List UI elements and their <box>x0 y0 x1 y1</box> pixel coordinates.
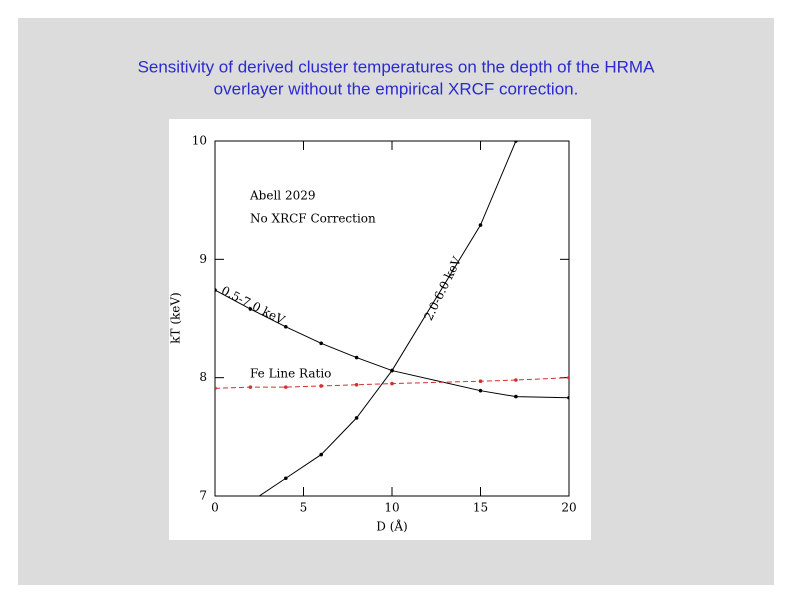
data-point <box>215 386 217 391</box>
x-tick-label: 0 <box>211 501 219 515</box>
x-tick-label: 15 <box>473 501 488 515</box>
data-point <box>514 394 518 399</box>
plot-panel <box>169 119 591 540</box>
data-point <box>567 395 569 400</box>
data-point <box>390 381 394 386</box>
data-point <box>514 378 518 382</box>
series-label: Fe Line Ratio <box>250 367 331 381</box>
data-point <box>390 368 394 373</box>
data-point <box>354 416 359 420</box>
annotation: Abell 2029 <box>249 189 315 203</box>
y-tick-label: 10 <box>192 134 207 148</box>
data-point <box>284 324 288 329</box>
data-point <box>215 288 217 292</box>
data-point <box>478 388 483 393</box>
chart-title: Sensitivity of derived cluster temperatu… <box>138 57 656 76</box>
data-point <box>354 382 359 387</box>
data-point <box>354 355 359 360</box>
y-axis-label: kT (keV) <box>169 292 183 344</box>
data-point <box>478 379 483 384</box>
data-point <box>478 223 483 227</box>
data-point <box>514 141 518 143</box>
series-line <box>215 377 569 389</box>
data-point <box>248 385 253 389</box>
y-tick-label: 7 <box>199 489 207 503</box>
x-axis-label: D (Å) <box>376 519 407 534</box>
y-tick-label: 8 <box>199 370 207 384</box>
data-point <box>284 385 288 389</box>
x-tick-label: 20 <box>561 501 576 515</box>
x-tick-label: 5 <box>300 501 308 515</box>
annotation: No XRCF Correction <box>250 212 376 226</box>
plot-area <box>215 141 569 496</box>
data-point <box>248 307 253 311</box>
x-tick-label: 10 <box>384 501 399 515</box>
data-point <box>284 476 288 481</box>
data-point <box>319 384 324 388</box>
y-tick-label: 9 <box>199 252 207 266</box>
chart-subtitle: overlayer without the empirical XRCF cor… <box>214 79 579 98</box>
data-point <box>319 341 324 346</box>
data-point <box>319 452 324 457</box>
data-point <box>567 375 569 380</box>
